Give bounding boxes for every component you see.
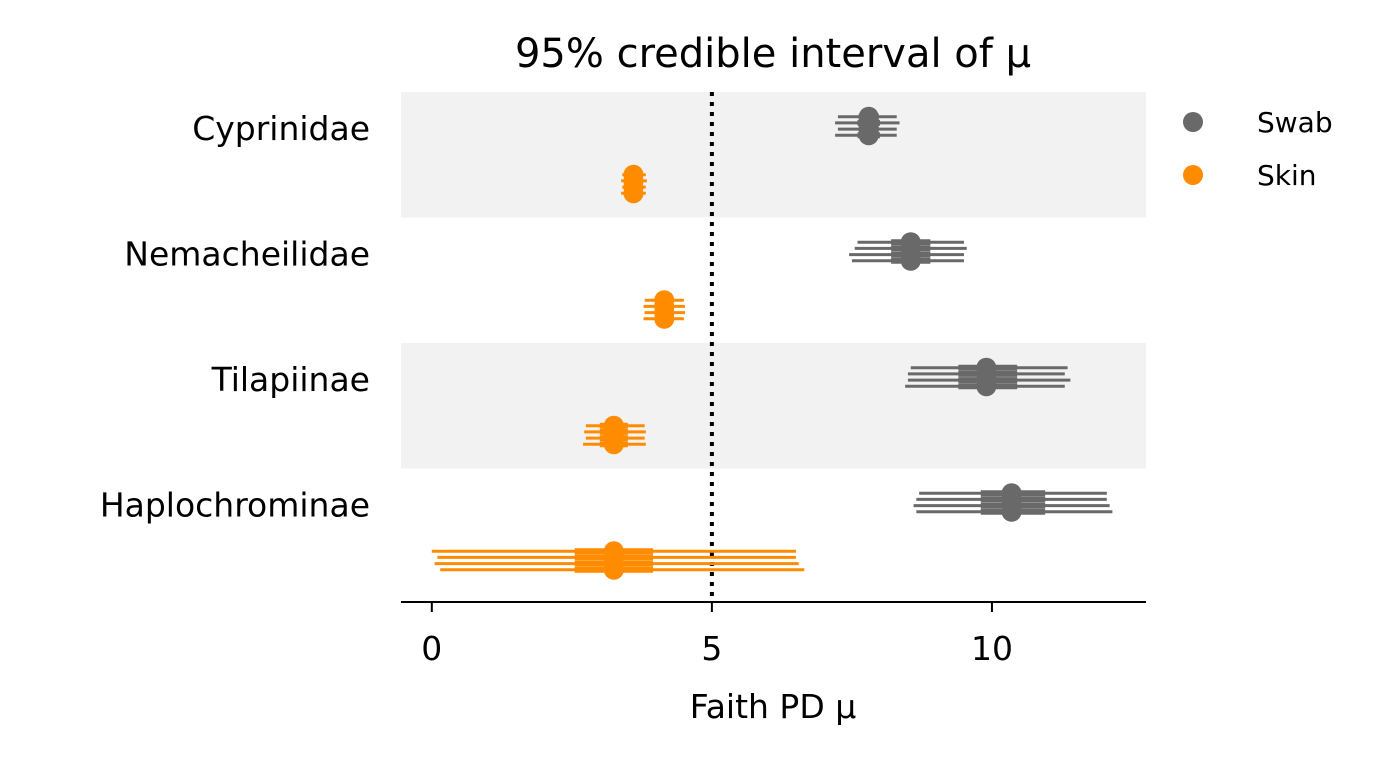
chart-title: 95% credible interval of μ <box>515 31 1031 77</box>
legend: Swab Skin <box>1183 106 1333 192</box>
band-cyprinidae <box>401 92 1146 218</box>
x-tick-label: 5 <box>701 629 722 668</box>
x-ticks: 0 5 10 <box>421 602 1013 668</box>
mean-point <box>976 376 997 397</box>
mean-point <box>623 183 644 204</box>
interval-swab-tilapiinae <box>905 357 1071 397</box>
interval-marks <box>431 106 1113 580</box>
interval-skin-tilapiinae <box>583 415 646 455</box>
category-label-cyprinidae: Cyprinidae <box>192 109 370 148</box>
legend-marker-skin <box>1183 165 1203 185</box>
x-tick-label: 0 <box>421 629 442 668</box>
band-tilapiinae <box>401 343 1146 469</box>
x-axis-label: Faith PD μ <box>690 687 856 726</box>
category-label-haplochrominae: Haplochrominae <box>100 486 370 525</box>
mean-point <box>858 125 879 146</box>
interval-skin-cyprinidae <box>621 164 647 204</box>
category-label-tilapiinae: Tilapiinae <box>211 360 370 399</box>
mean-point <box>1001 501 1022 522</box>
mean-point <box>654 308 675 329</box>
interval-swab-nemacheilidae <box>849 232 967 271</box>
category-label-nemacheilidae: Nemacheilidae <box>124 235 370 274</box>
legend-marker-swab <box>1183 112 1203 132</box>
category-labels: Cyprinidae Nemacheilidae Tilapiinae Haploch… <box>100 109 370 525</box>
x-tick-label: 10 <box>971 629 1013 668</box>
interval-swab-haplochrominae <box>913 483 1113 522</box>
legend-label-skin: Skin <box>1257 159 1317 192</box>
mean-point <box>900 250 921 271</box>
interval-swab-cyprinidae <box>835 106 900 146</box>
interval-skin-haplochrominae <box>431 541 805 580</box>
category-bands <box>401 92 1146 469</box>
legend-label-swab: Swab <box>1257 106 1333 139</box>
mean-point <box>603 559 624 580</box>
interval-skin-nemacheilidae <box>643 290 685 329</box>
mean-point <box>603 434 624 455</box>
